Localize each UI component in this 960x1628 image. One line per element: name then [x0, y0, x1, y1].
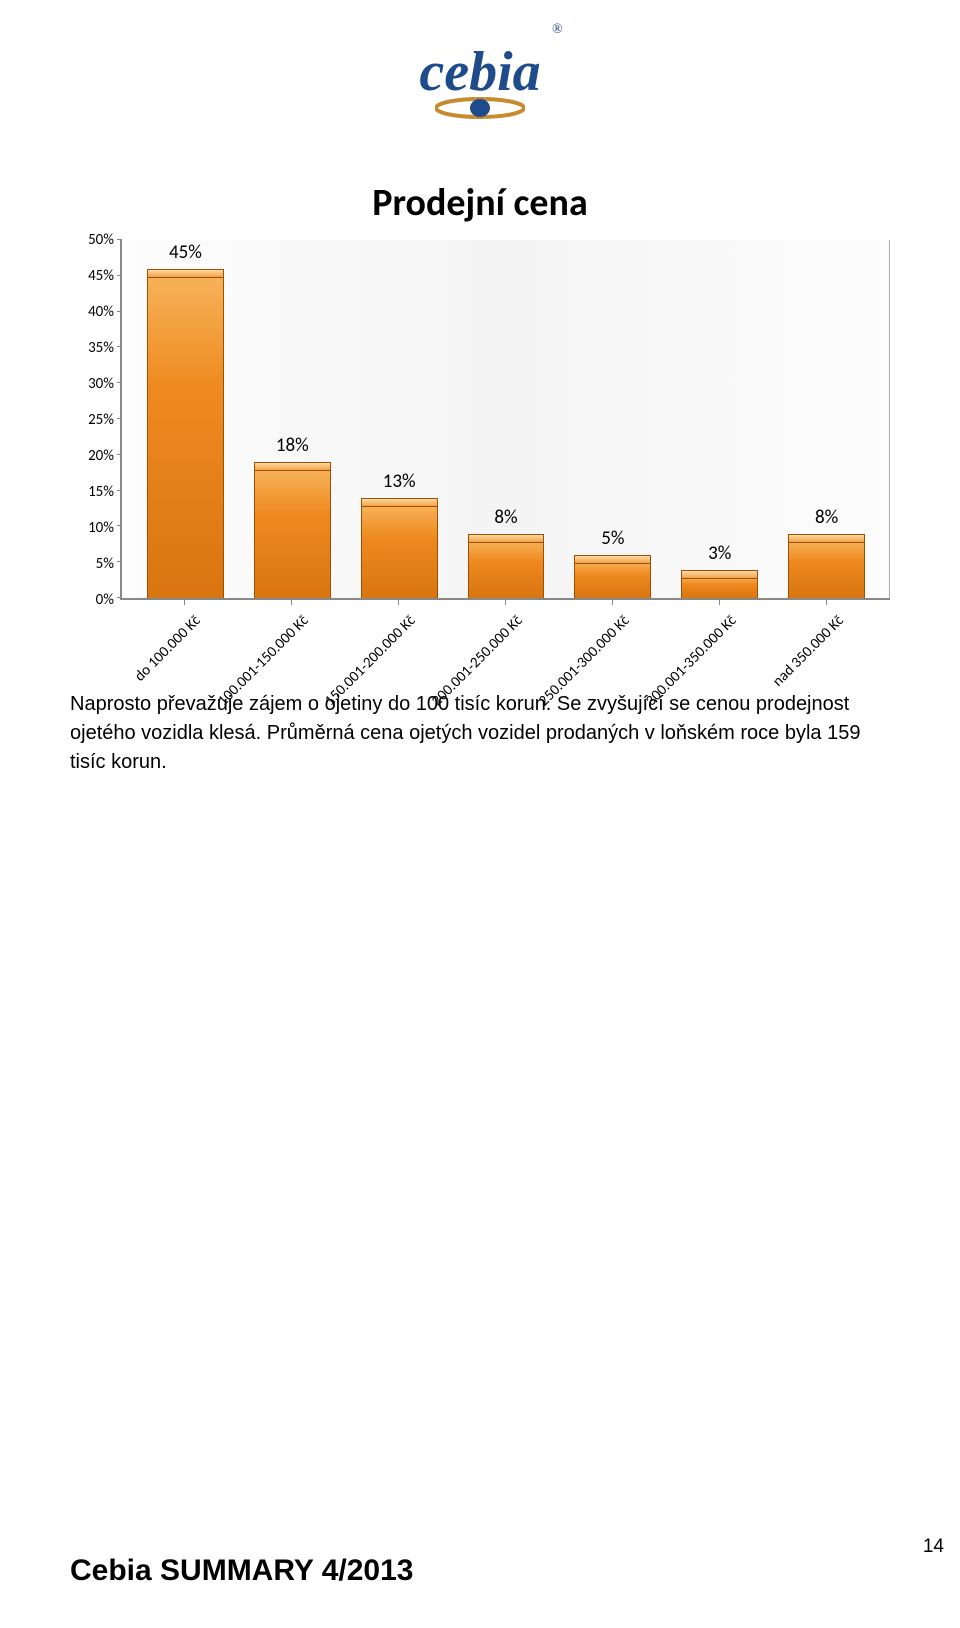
x-tick-text: do 100.000 Kč — [131, 612, 204, 685]
bar-top-face — [254, 462, 331, 471]
bar: 8% — [788, 540, 865, 598]
x-tick-mark — [826, 600, 827, 605]
y-tick-label: 20% — [88, 447, 114, 465]
y-tick-mark — [117, 239, 122, 240]
bar-top-face — [468, 534, 545, 543]
y-tick-label: 45% — [88, 267, 114, 285]
y-tick-label: 40% — [88, 303, 114, 321]
y-tick-mark — [117, 597, 122, 598]
page-number: 14 — [923, 1536, 944, 1558]
y-tick-label: 0% — [96, 591, 114, 609]
paragraph: Naprosto převažuje zájem o ojetiny do 10… — [70, 690, 890, 777]
x-tick-label: do 100.000 Kč — [130, 600, 237, 606]
logo-word: cebia — [419, 41, 540, 103]
registered-mark: ® — [552, 22, 563, 38]
bar-top-face — [681, 570, 758, 579]
bar: 5% — [574, 561, 651, 598]
x-tick-mark — [398, 600, 399, 605]
bar: 3% — [681, 576, 758, 598]
x-tick-label: 200.001-250.000 Kč — [451, 600, 558, 606]
x-tick-label: 250.001-300.000 Kč — [559, 600, 666, 606]
y-tick-label: 35% — [88, 339, 114, 357]
y-tick-label: 10% — [88, 519, 114, 537]
y-tick-mark — [117, 454, 122, 455]
y-tick-label: 30% — [88, 375, 114, 393]
x-tick-text: nad 350.000 Kč — [769, 612, 847, 690]
page: cebia ® Prodejní cena 0% 5% 10% 15% 20% 25% 30… — [0, 0, 960, 1628]
y-tick-label: 50% — [88, 231, 114, 249]
bar-value-label: 45% — [169, 241, 202, 264]
bar: 13% — [361, 504, 438, 598]
bar-slot: 13% — [346, 240, 453, 598]
x-tick-mark — [184, 600, 185, 605]
x-tick-mark — [505, 600, 506, 605]
y-axis: 0%5%10%15%20%25%30%35%40%45%50% — [70, 240, 120, 600]
bar-top-face — [788, 534, 865, 543]
x-tick-label: 100.001-150.000 Kč — [237, 600, 344, 606]
bar-slot: 8% — [773, 240, 880, 598]
bar-value-label: 18% — [276, 434, 309, 457]
bar-value-label: 13% — [383, 470, 416, 493]
footer-title: Cebia SUMMARY 4/2013 — [70, 1554, 413, 1588]
y-tick-mark — [117, 311, 122, 312]
bar: 18% — [254, 468, 331, 598]
bar-top-face — [147, 269, 224, 278]
x-tick-label: 300.001-350.000 Kč — [666, 600, 773, 606]
y-tick-mark — [117, 275, 122, 276]
bar-value-label: 8% — [815, 506, 838, 529]
logo-text: cebia ® — [419, 40, 540, 104]
y-tick-mark — [117, 418, 122, 419]
bar-top-face — [361, 498, 438, 507]
y-tick-label: 15% — [88, 483, 114, 501]
bar-value-label: 3% — [708, 542, 731, 565]
x-tick-mark — [719, 600, 720, 605]
x-tick-label: nad 350.000 Kč — [773, 600, 880, 606]
bar-value-label: 5% — [601, 527, 624, 550]
plot-area: 45% 18% 13% 8% 5% 3% 8% — [120, 240, 890, 600]
x-tick-label: 150.001-200.000 Kč — [344, 600, 451, 606]
y-tick-mark — [117, 525, 122, 526]
x-tick-mark — [291, 600, 292, 605]
bar-slot: 45% — [132, 240, 239, 598]
y-tick-label: 5% — [96, 555, 114, 573]
bar: 8% — [468, 540, 545, 598]
x-axis: do 100.000 Kč100.001-150.000 Kč150.001-2… — [120, 600, 890, 606]
y-tick-mark — [117, 346, 122, 347]
eye-icon — [435, 96, 525, 120]
y-tick-mark — [117, 490, 122, 491]
bar-value-label: 8% — [494, 506, 517, 529]
y-tick-mark — [117, 382, 122, 383]
bar: 45% — [147, 275, 224, 598]
logo: cebia ® — [70, 40, 890, 120]
bar-slot: 8% — [453, 240, 560, 598]
bar-chart: 0%5%10%15%20%25%30%35%40%45%50% 45%18%13… — [70, 240, 890, 600]
bar-slot: 5% — [559, 240, 666, 598]
x-tick-mark — [612, 600, 613, 605]
bar-top-face — [574, 555, 651, 564]
y-tick-label: 25% — [88, 411, 114, 429]
y-tick-mark — [117, 561, 122, 562]
bar-slot: 18% — [239, 240, 346, 598]
chart-title: Prodejní cena — [70, 180, 890, 226]
bar-slot: 3% — [666, 240, 773, 598]
bars-container: 45% 18% 13% 8% 5% 3% 8% — [122, 240, 890, 598]
